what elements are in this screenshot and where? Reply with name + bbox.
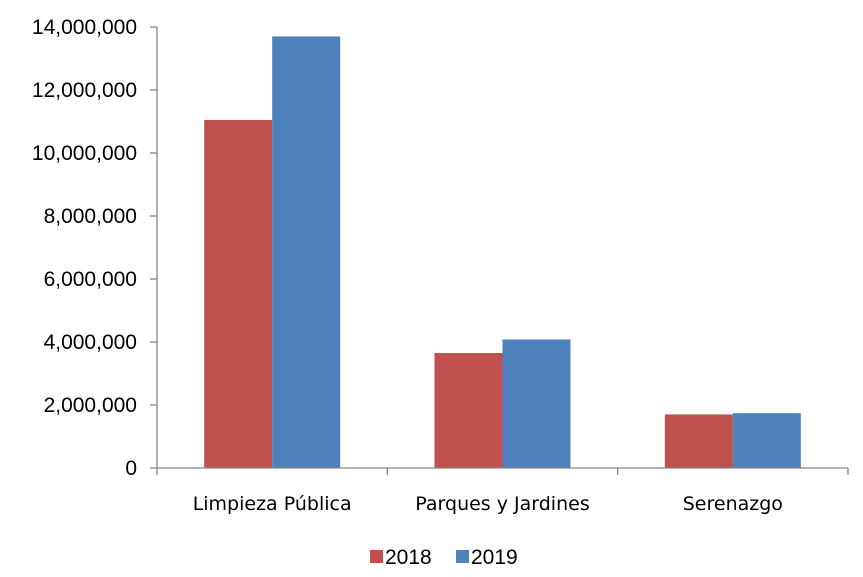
bar-2018-2 [434, 353, 503, 468]
y-tick-label: 6,000,000 [44, 268, 137, 291]
y-tick-label: 8,000,000 [44, 205, 137, 228]
bar-2018-3 [664, 414, 733, 468]
y-tick-label: 0 [125, 457, 137, 480]
y-tick-label: 10,000,000 [32, 142, 137, 165]
bar-2018-1 [204, 119, 273, 469]
x-tick-label: Parques y Jardines [415, 493, 589, 515]
y-tick-label: 12,000,000 [32, 79, 137, 102]
bar-2019-3 [732, 413, 801, 468]
bar-2019-1 [272, 36, 341, 468]
legend-swatch-2018 [370, 550, 383, 563]
x-tick-label: Limpieza Pública [193, 493, 352, 515]
bar-2019-2 [502, 339, 571, 468]
legend-swatch-2019 [456, 550, 469, 563]
legend-label-2019: 2019 [471, 546, 518, 569]
legend: 2018 2019 [370, 546, 518, 569]
bars-layer [204, 36, 801, 469]
y-tick-label: 4,000,000 [44, 331, 137, 354]
y-tick-label: 2,000,000 [44, 394, 137, 417]
x-tick-label: Serenazgo [683, 493, 783, 515]
y-tick-label: 14,000,000 [32, 16, 137, 39]
axes-layer: 0 2,000,000 4,000,000 6,000,000 8,000,000 10,… [32, 16, 849, 515]
legend-label-2018: 2018 [385, 546, 432, 569]
